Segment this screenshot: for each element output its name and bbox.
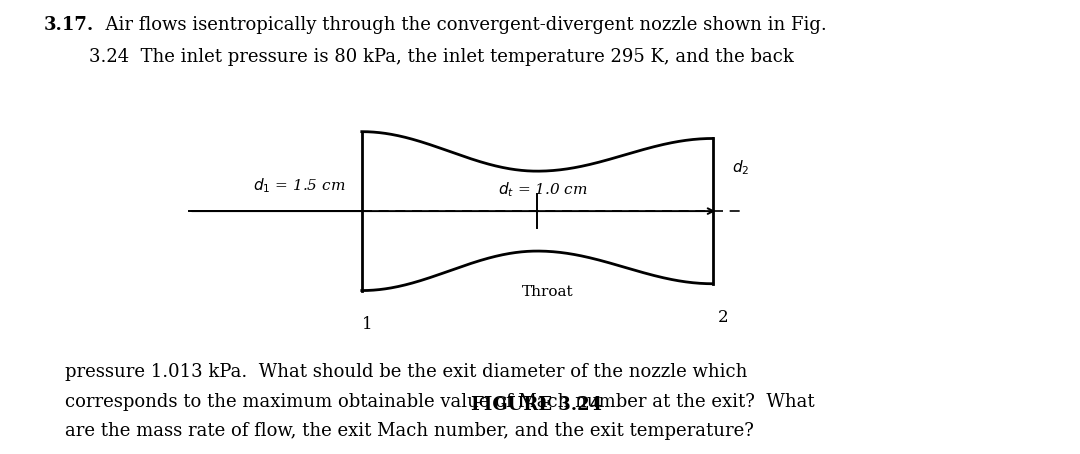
Text: Throat: Throat xyxy=(523,285,573,299)
Text: corresponds to the maximum obtainable value of Mach number at the exit?  What: corresponds to the maximum obtainable va… xyxy=(65,393,814,411)
Text: pressure 1.013 kPa.  What should be the exit diameter of the nozzle which: pressure 1.013 kPa. What should be the e… xyxy=(65,363,747,381)
Text: Air flows isentropically through the convergent-divergent nozzle shown in Fig.: Air flows isentropically through the con… xyxy=(94,16,826,34)
Text: 3.17.: 3.17. xyxy=(43,16,94,34)
Text: 3.24  The inlet pressure is 80 kPa, the inlet temperature 295 K, and the back: 3.24 The inlet pressure is 80 kPa, the i… xyxy=(43,48,794,66)
Text: 2: 2 xyxy=(718,309,729,326)
Text: $d_t$ = 1.0 cm: $d_t$ = 1.0 cm xyxy=(498,180,588,199)
Text: are the mass rate of flow, the exit Mach number, and the exit temperature?: are the mass rate of flow, the exit Mach… xyxy=(65,422,754,440)
Text: 1: 1 xyxy=(362,316,373,332)
Text: $d_2$: $d_2$ xyxy=(732,158,750,178)
Text: $d_1$ = 1.5 cm: $d_1$ = 1.5 cm xyxy=(253,177,346,196)
Text: FIGURE 3.24: FIGURE 3.24 xyxy=(471,396,603,414)
